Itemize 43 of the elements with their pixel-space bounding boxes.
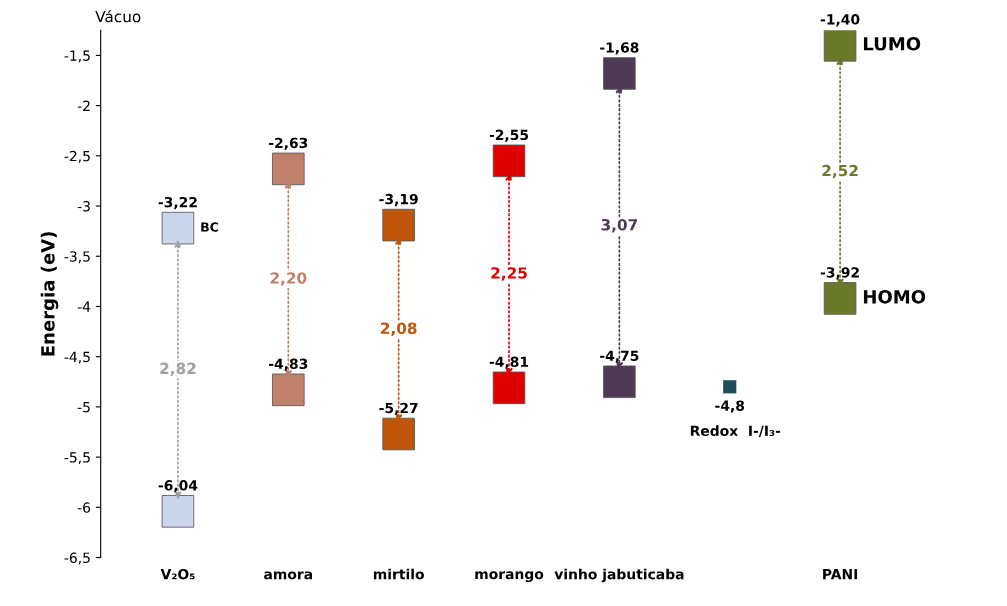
annotation: 2,08 <box>381 322 417 336</box>
data-label: -2,55 <box>489 129 529 142</box>
y-tick-label: -3 <box>77 201 90 212</box>
annotation: Redox I-/I₃- <box>690 425 781 438</box>
data-label: -4,75 <box>600 350 639 363</box>
y-tick-label: -3,5 <box>64 251 90 264</box>
annotation: 2,52 <box>822 164 858 179</box>
x-tick-label: amora <box>264 571 313 580</box>
y-tick-label: -5 <box>77 402 90 413</box>
data-label: -1,40 <box>820 14 860 27</box>
text: Vácuo <box>95 9 141 23</box>
annotation: 2,25 <box>491 267 527 281</box>
data-label: -4,81 <box>489 356 529 369</box>
x-tick-label: vinho jabuticaba <box>554 568 684 583</box>
data-label: -3,22 <box>158 196 197 210</box>
y-axis-title: Energia (eV) <box>40 232 59 356</box>
y-tick-label: -2,5 <box>64 150 90 163</box>
data-label: -3,19 <box>379 193 418 207</box>
y-tick-label: -6 <box>77 502 91 513</box>
annotation: LUMO <box>863 36 921 51</box>
x-tick-label: V₂O₅ <box>160 568 195 580</box>
data-label: -2,63 <box>269 137 308 150</box>
x-tick-label: mirtilo <box>373 568 424 580</box>
x-tick-label: PANI <box>823 569 858 580</box>
y-tick-label: -4,5 <box>64 351 90 364</box>
data-label: -5,27 <box>379 402 418 416</box>
point <box>723 380 737 394</box>
y-tick-label: -6,5 <box>64 552 90 565</box>
annotation: 2,82 <box>160 362 196 377</box>
x-tick-label: morango <box>475 571 544 583</box>
y-tick-label: -1,5 <box>64 50 90 63</box>
y-tick-label: -5,5 <box>64 452 90 464</box>
y-tick-label: -4 <box>77 301 91 312</box>
data-label: -6,04 <box>158 480 198 493</box>
annotation: HOMO <box>863 290 926 304</box>
data-label: -1,68 <box>600 42 639 55</box>
annotation: 2,20 <box>270 272 307 286</box>
y-tick-label: -2 <box>77 100 90 111</box>
annotation: BC <box>201 222 219 232</box>
data-label: -3,92 <box>820 267 859 280</box>
annotation: 3,07 <box>601 219 638 233</box>
data-label: -4,83 <box>269 358 308 371</box>
data-label: -4,8 <box>715 400 745 413</box>
